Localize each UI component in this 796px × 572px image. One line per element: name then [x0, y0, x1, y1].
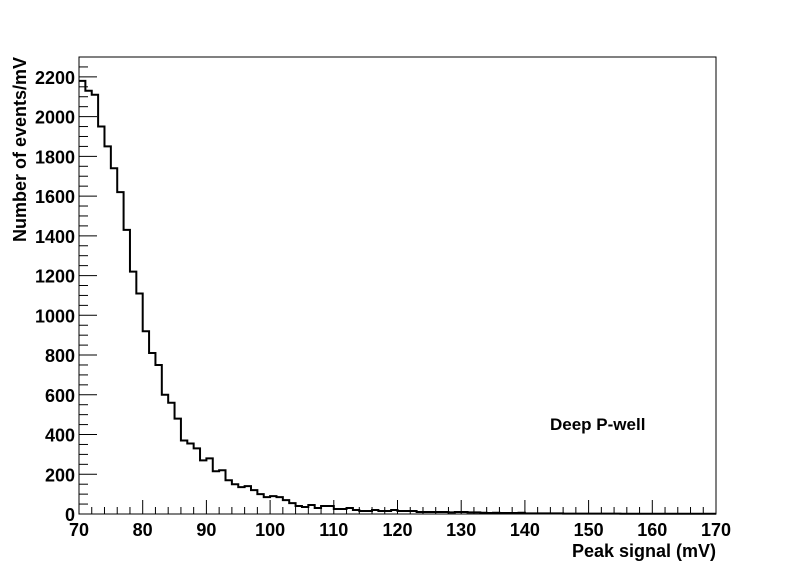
x-tick-label: 150 — [574, 520, 604, 540]
x-tick-label: 70 — [69, 520, 89, 540]
y-tick-label: 1200 — [35, 267, 75, 287]
y-axis-ticks — [79, 56, 97, 515]
x-tick-label: 170 — [701, 520, 731, 540]
y-axis-tick-labels: 0 200 400 600 800 1000 1200 1400 1600 1800 2000 220… — [35, 68, 75, 525]
y-tick-label: 600 — [45, 386, 75, 406]
x-tick-label: 110 — [319, 520, 348, 540]
y-tick-label: 0 — [65, 505, 75, 525]
x-axis-ticks — [78, 500, 717, 514]
x-tick-label: 160 — [637, 520, 667, 540]
x-tick-label: 90 — [196, 520, 216, 540]
y-tick-label: 1600 — [35, 187, 75, 207]
y-tick-label: 1000 — [35, 306, 75, 326]
y-axis-title: Number of events/mV — [10, 57, 30, 242]
y-tick-label: 200 — [45, 465, 75, 485]
y-tick-label: 800 — [45, 346, 75, 366]
y-tick-label: 1800 — [35, 147, 75, 167]
y-tick-label: 2000 — [35, 108, 75, 128]
y-tick-label: 1400 — [35, 227, 75, 247]
y-tick-label: 2200 — [35, 68, 75, 88]
chart-annotation: Deep P-well — [550, 415, 645, 434]
x-tick-label: 130 — [446, 520, 476, 540]
y-tick-label: 400 — [45, 426, 75, 446]
x-axis-tick-labels: 70 80 90 100 110 120 130 140 150 160 170 — [69, 520, 731, 540]
plot-frame — [78, 56, 717, 515]
x-tick-label: 120 — [382, 520, 412, 540]
x-axis-title: Peak signal (mV) — [572, 541, 716, 561]
histogram-series-line — [79, 79, 716, 515]
x-tick-label: 80 — [133, 520, 153, 540]
x-tick-label: 140 — [510, 520, 540, 540]
x-tick-label: 100 — [255, 520, 285, 540]
